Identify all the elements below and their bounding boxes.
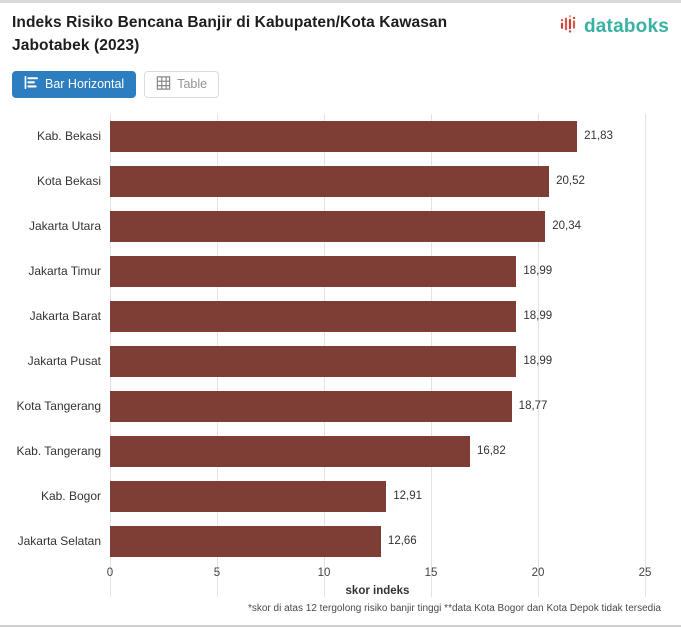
bar-track: 18,77 [110,384,645,429]
table-tab[interactable]: Table [144,70,220,98]
header: Indeks Risiko Bencana Banjir di Kabupate… [12,11,669,58]
value-label: 18,99 [523,265,553,277]
value-label: 18,99 [523,310,553,322]
value-label: 18,77 [518,400,548,412]
chart-row: Jakarta Utara 20,34 [12,204,669,249]
category-label: Kota Bekasi [36,174,101,188]
category-label: Kota Tangerang [16,399,101,413]
bar-horizontal-tab[interactable]: Bar Horizontal [12,70,137,98]
category-label: Jakarta Barat [29,309,101,323]
chart-row: Kab. Bogor 12,91 [12,474,669,519]
x-tick-label: 15 [424,566,438,579]
bar-horizontal-icon [24,76,39,92]
bar[interactable] [110,435,470,467]
bar[interactable] [110,120,578,152]
footnote: *skor di atas 12 tergolong risiko banjir… [247,602,661,614]
bar-track: 16,82 [110,429,645,474]
gridline [538,113,539,597]
chart-title: Indeks Risiko Bencana Banjir di Kabupate… [12,14,448,55]
chart-row: Jakarta Pusat 18,99 [12,339,669,384]
bar-track: 12,66 [110,519,645,564]
x-tick-label: 10 [317,566,331,579]
x-tick-label: 5 [213,566,221,579]
bar-track: 18,99 [110,294,645,339]
bar-track: 20,52 [110,159,645,204]
value-label: 18,99 [523,355,553,367]
category-label: Kab. Tangerang [16,444,101,458]
bar-chart: Kab. Bekasi 21,83 Kota Bekasi 20,52 Jakarta … [12,113,669,597]
bar-track: 18,99 [110,339,645,384]
databoks-bars-icon [559,13,580,40]
view-toggle-toolbar: Bar Horizontal Table [12,70,669,98]
bar[interactable] [110,525,381,557]
bar-track: 20,34 [110,204,645,249]
chart-row: Jakarta Selatan 12,66 [12,519,669,564]
value-label: 12,66 [387,535,417,547]
category-label: Jakarta Timur [28,264,101,278]
value-label: 16,82 [476,445,506,457]
chart-row: Jakarta Barat 18,99 [12,294,669,339]
chart-row: Jakarta Timur 18,99 [12,249,669,294]
category-label: Jakarta Selatan [17,534,101,548]
bar-track: 18,99 [110,249,645,294]
bar[interactable] [110,165,550,197]
x-axis-spacer [12,564,110,582]
value-label: 20,52 [556,175,585,187]
bar-track: 21,83 [110,114,645,159]
chart-row: Kab. Tangerang 16,82 [12,429,669,474]
x-tick-label: 20 [531,566,545,579]
bar[interactable] [110,345,517,377]
table-tab-label: Table [177,77,208,91]
category-label: Jakarta Pusat [27,354,101,368]
x-axis: 0 5 10 15 20 25 [12,564,669,582]
value-label: 12,91 [393,490,423,502]
databoks-logo[interactable]: databoks [559,13,669,40]
bar[interactable] [110,210,546,242]
x-axis-ticks: 0 5 10 15 20 25 [106,564,652,582]
gridline [645,113,646,597]
bar[interactable] [110,390,512,422]
chart-row: Kab. Bekasi 21,83 [12,114,669,159]
chart-row: Kota Tangerang 18,77 [12,384,669,429]
category-label: Jakarta Utara [28,219,101,233]
bar[interactable] [110,255,517,287]
chart-row: Kota Bekasi 20,52 [12,159,669,204]
table-icon [156,75,171,93]
chart-rows: Kab. Bekasi 21,83 Kota Bekasi 20,52 Jakarta … [12,114,669,564]
x-axis-label: skor indeks [345,584,410,597]
value-label: 20,34 [552,220,582,232]
bar-track: 12,91 [110,474,645,519]
category-label: Kab. Bogor [40,489,101,503]
category-label: Kab. Bekasi [36,129,101,143]
databoks-wordmark: databoks [583,15,669,37]
x-tick-label: 25 [638,566,652,579]
bar[interactable] [110,480,387,512]
bar-horizontal-tab-label: Bar Horizontal [45,77,125,91]
bar[interactable] [110,300,517,332]
x-axis-label-row: skor indeks [12,585,669,597]
value-label: 21,83 [584,130,613,142]
x-tick-label: 0 [106,566,114,579]
page: Indeks Risiko Bencana Banjir di Kabupate… [0,3,681,614]
